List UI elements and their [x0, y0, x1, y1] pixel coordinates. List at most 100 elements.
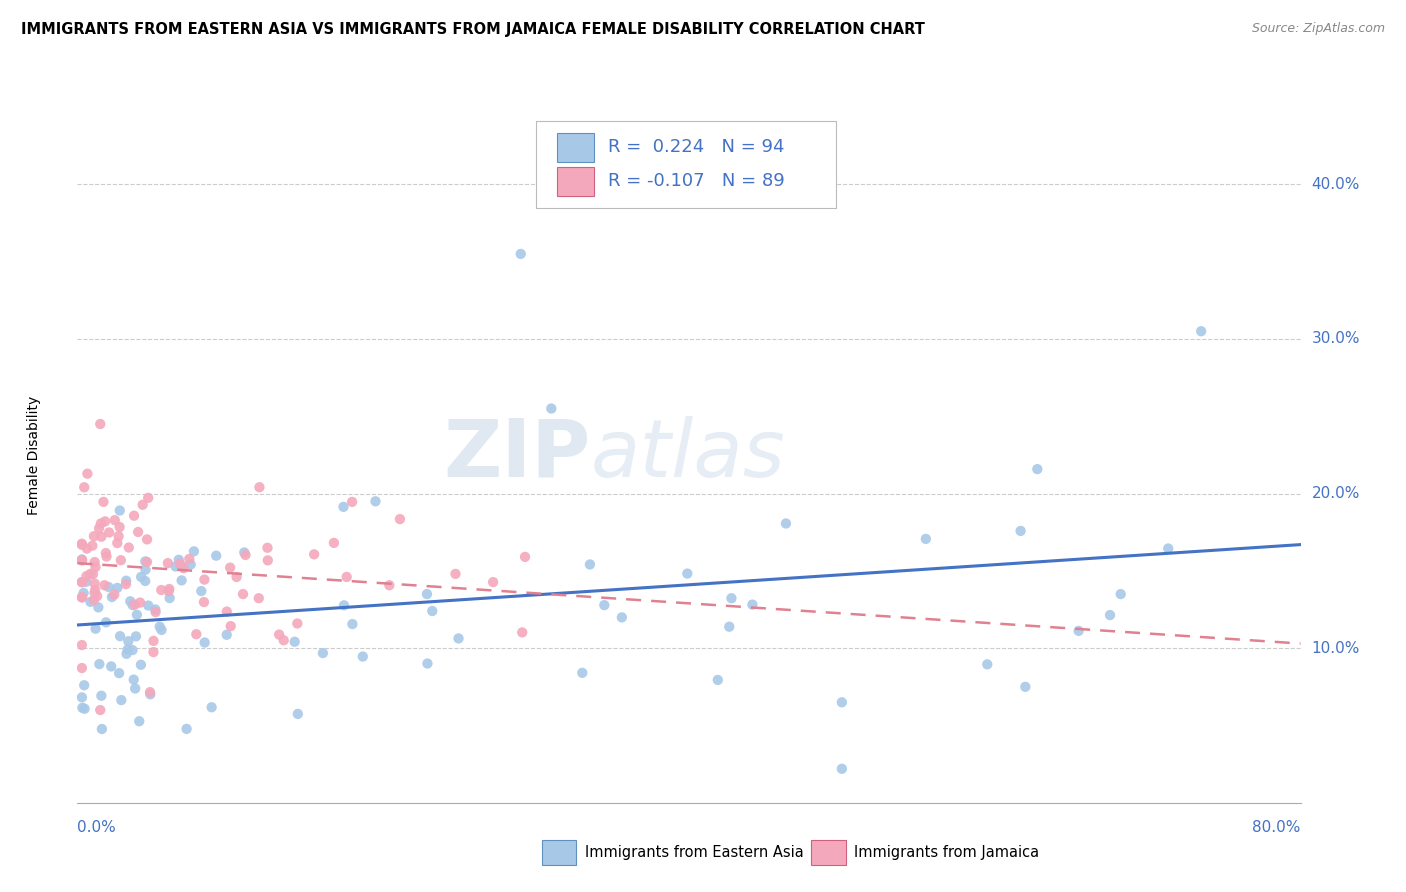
Point [79, 566, 101, 581]
Point [70, 552, 93, 566]
Point [180, 558, 202, 572]
Text: Source: ZipAtlas.com: Source: ZipAtlas.com [1251, 22, 1385, 36]
Point [707, 673, 730, 687]
Point [1026, 462, 1049, 476]
Point [249, 480, 271, 494]
Point [1157, 541, 1180, 556]
Point [159, 591, 181, 605]
Point [142, 633, 165, 648]
Point [108, 503, 131, 517]
Point [70, 591, 93, 605]
Point [108, 666, 131, 681]
Point [70, 690, 93, 705]
Point [90, 530, 112, 544]
Point [1014, 680, 1036, 694]
Point [378, 578, 401, 592]
Point [90, 516, 112, 531]
Point [87, 521, 110, 535]
Text: 20.0%: 20.0% [1312, 486, 1360, 501]
Point [125, 629, 148, 643]
Point [256, 553, 278, 567]
Point [70, 537, 93, 551]
Point [219, 560, 242, 574]
Text: R =  0.224   N = 94: R = 0.224 N = 94 [609, 138, 785, 156]
Point [205, 549, 228, 563]
Point [201, 700, 224, 714]
Point [134, 563, 156, 577]
Point [73, 678, 96, 692]
Point [593, 598, 616, 612]
Point [87, 600, 110, 615]
Point [139, 687, 162, 701]
Point [98, 525, 121, 540]
Point [186, 627, 208, 641]
Point [235, 548, 257, 562]
Point [312, 646, 335, 660]
Point [73, 480, 96, 494]
Point [336, 570, 359, 584]
Point [718, 620, 741, 634]
Point [284, 634, 307, 648]
Text: 40.0%: 40.0% [1312, 177, 1360, 192]
Point [82, 539, 104, 553]
Point [115, 577, 138, 591]
Point [169, 557, 191, 571]
Point [976, 657, 998, 672]
Point [139, 685, 162, 699]
Point [124, 598, 146, 612]
Point [129, 657, 152, 672]
Point [150, 623, 173, 637]
Point [84, 583, 107, 598]
Point [105, 581, 128, 595]
Point [96, 549, 118, 564]
Text: 0.0%: 0.0% [77, 821, 117, 835]
Point [83, 593, 105, 607]
Point [232, 587, 254, 601]
Point [510, 625, 533, 640]
Point [115, 574, 138, 588]
Point [70, 553, 93, 567]
Point [193, 573, 215, 587]
Point [121, 643, 143, 657]
Point [219, 619, 242, 633]
Bar [811, 840, 845, 865]
Point [94, 515, 117, 529]
Point [94, 615, 117, 630]
Point [104, 513, 127, 527]
Point [1099, 608, 1122, 623]
Point [84, 560, 107, 574]
Point [915, 532, 938, 546]
Point [741, 598, 763, 612]
Point [136, 533, 159, 547]
Point [94, 546, 117, 560]
Point [513, 549, 536, 564]
Point [90, 689, 112, 703]
Point [285, 616, 308, 631]
Point [70, 661, 93, 675]
Point [79, 595, 101, 609]
Point [97, 580, 120, 594]
Point [194, 635, 217, 649]
FancyBboxPatch shape [536, 121, 835, 208]
Point [287, 706, 309, 721]
Point [76, 541, 98, 556]
Point [105, 536, 128, 550]
Point [447, 632, 470, 646]
Point [73, 702, 96, 716]
Point [170, 574, 193, 588]
Point [416, 657, 439, 671]
Text: Immigrants from Jamaica: Immigrants from Jamaica [853, 846, 1039, 861]
Point [117, 642, 139, 657]
Point [70, 575, 93, 590]
Text: 30.0%: 30.0% [1312, 332, 1360, 346]
Point [610, 610, 633, 624]
Point [72, 586, 94, 600]
Point [134, 574, 156, 588]
Point [720, 591, 742, 606]
Point [72, 700, 94, 714]
Point [179, 552, 201, 566]
Point [83, 529, 105, 543]
Point [118, 541, 141, 555]
Point [269, 627, 291, 641]
Point [117, 634, 139, 648]
